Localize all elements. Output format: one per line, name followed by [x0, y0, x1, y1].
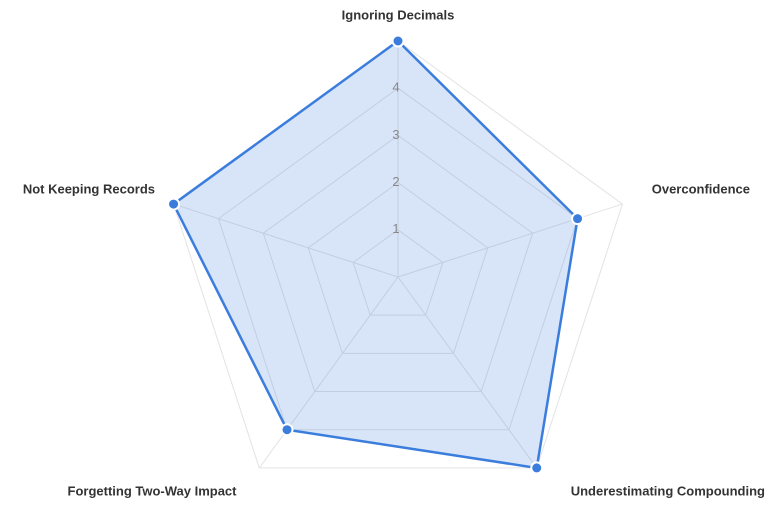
axis-line [173, 203, 399, 278]
category-label: Ignoring Decimals [342, 7, 455, 22]
r-tick-label: 3 [392, 127, 399, 142]
area [171, 39, 579, 470]
point [167, 197, 181, 211]
grid-ring [352, 229, 444, 316]
axis-line [397, 276, 538, 469]
grid-ring [262, 134, 534, 393]
category-label: Overconfidence [652, 181, 750, 196]
point [280, 423, 294, 437]
point [571, 212, 585, 226]
r-tick-label: 2 [392, 174, 399, 189]
category-label: Underestimating Compounding [571, 483, 765, 498]
grid-ring [307, 181, 489, 354]
point [530, 461, 544, 475]
category-label: Not Keeping Records [23, 181, 155, 196]
grid-ring [217, 87, 579, 431]
axis-line [397, 203, 623, 278]
point [391, 34, 405, 48]
r-tick-label: 1 [392, 221, 399, 236]
axis-line [258, 276, 399, 469]
category-label: Forgetting Two-Way Impact [68, 483, 238, 498]
r-tick-label: 4 [392, 80, 399, 95]
